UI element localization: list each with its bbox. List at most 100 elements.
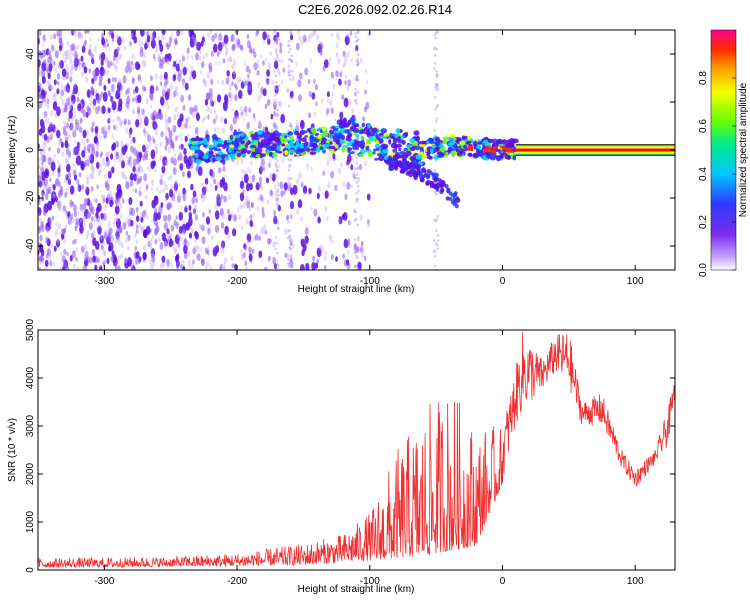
noise-blob bbox=[85, 233, 89, 240]
noise-blob bbox=[239, 180, 245, 190]
signal-blob bbox=[371, 127, 378, 133]
noise-blob bbox=[188, 211, 193, 220]
streak-dot bbox=[287, 215, 290, 218]
noise-blob bbox=[173, 245, 175, 250]
noise-blob bbox=[159, 242, 164, 250]
noise-blob bbox=[158, 206, 162, 212]
noise-blob bbox=[297, 199, 303, 209]
noise-blob bbox=[79, 218, 82, 223]
tail-blob bbox=[405, 161, 410, 167]
noise-blob bbox=[191, 34, 195, 40]
peak-dash bbox=[485, 146, 491, 149]
noise-blob bbox=[175, 63, 180, 72]
noise-blob bbox=[146, 166, 149, 171]
noise-blob bbox=[91, 232, 94, 239]
noise-blob bbox=[98, 169, 101, 176]
noise-blob bbox=[76, 266, 79, 270]
noise-blob bbox=[80, 99, 85, 109]
noise-blob bbox=[202, 212, 205, 218]
streak-dot bbox=[277, 59, 280, 62]
signal-blob bbox=[249, 145, 255, 149]
noise-blob bbox=[181, 236, 184, 241]
noise-blob bbox=[151, 36, 154, 42]
signal-blob bbox=[367, 123, 371, 129]
noise-blob bbox=[262, 228, 266, 235]
noise-blob bbox=[267, 99, 271, 106]
signal-blob bbox=[398, 148, 402, 152]
noise-blob bbox=[77, 186, 80, 191]
noise-blob bbox=[136, 181, 139, 187]
noise-blob bbox=[174, 106, 178, 113]
streak-dot bbox=[434, 88, 438, 91]
noise-blob bbox=[83, 66, 88, 74]
noise-blob bbox=[105, 151, 109, 158]
streak-dot bbox=[436, 239, 440, 242]
noise-blob bbox=[162, 156, 168, 167]
noise-blob bbox=[67, 178, 72, 185]
noise-blob bbox=[130, 139, 133, 144]
noise-blob bbox=[80, 207, 84, 215]
noise-blob bbox=[164, 145, 168, 151]
signal-blob bbox=[319, 146, 324, 150]
noise-blob bbox=[87, 154, 92, 162]
signal-blob bbox=[392, 138, 398, 145]
noise-blob bbox=[169, 136, 173, 143]
noise-blob bbox=[206, 71, 210, 79]
noise-blob bbox=[76, 179, 80, 186]
signal-blob bbox=[409, 147, 416, 152]
noise-blob bbox=[169, 174, 173, 180]
noise-blob bbox=[177, 155, 180, 162]
noise-blob bbox=[305, 162, 309, 170]
noise-blob bbox=[166, 233, 170, 240]
noise-blob bbox=[215, 116, 218, 122]
noise-blob bbox=[259, 229, 263, 235]
noise-blob bbox=[43, 133, 48, 141]
noise-blob bbox=[183, 239, 187, 246]
signal-blob bbox=[436, 151, 443, 155]
noise-blob bbox=[61, 68, 67, 77]
noise-blob bbox=[276, 258, 279, 263]
noise-blob bbox=[90, 186, 94, 192]
noise-blob bbox=[170, 84, 173, 91]
noise-blob bbox=[54, 196, 58, 203]
signal-blob bbox=[287, 131, 294, 136]
noise-blob bbox=[239, 105, 243, 111]
noise-blob bbox=[272, 240, 276, 248]
noise-blob bbox=[68, 49, 71, 56]
noise-blob bbox=[225, 77, 230, 85]
noise-blob bbox=[165, 140, 169, 147]
signal-blob bbox=[208, 150, 214, 155]
noise-blob bbox=[307, 37, 311, 43]
noise-blob bbox=[166, 258, 171, 267]
noise-blob bbox=[316, 192, 320, 200]
noise-blob bbox=[88, 222, 93, 231]
noise-blob bbox=[78, 126, 83, 133]
noise-blob bbox=[46, 226, 50, 234]
noise-blob bbox=[89, 153, 95, 164]
noise-blob bbox=[254, 233, 259, 241]
tail-blob bbox=[396, 154, 401, 159]
noise-blob bbox=[119, 121, 123, 128]
noise-blob bbox=[111, 133, 115, 140]
noise-blob bbox=[149, 141, 152, 147]
colorbar-tick-label: 0.8 bbox=[698, 71, 709, 85]
signal-blob bbox=[255, 154, 261, 158]
noise-blob bbox=[279, 181, 284, 190]
noise-blob bbox=[296, 178, 300, 185]
noise-blob bbox=[114, 64, 119, 72]
noise-blob bbox=[252, 48, 255, 54]
noise-blob bbox=[160, 173, 163, 180]
noise-blob bbox=[54, 67, 58, 73]
noise-blob bbox=[186, 47, 190, 54]
noise-blob bbox=[63, 76, 66, 81]
signal-blob bbox=[244, 142, 249, 149]
streak-dot bbox=[354, 176, 358, 180]
streak-dot bbox=[356, 184, 360, 188]
noise-blob bbox=[67, 87, 71, 94]
noise-blob bbox=[225, 51, 228, 57]
noise-blob bbox=[164, 197, 168, 203]
streak-dot bbox=[275, 40, 279, 44]
noise-blob bbox=[120, 141, 124, 147]
noise-blob bbox=[73, 59, 77, 65]
signal-blob bbox=[253, 141, 258, 146]
